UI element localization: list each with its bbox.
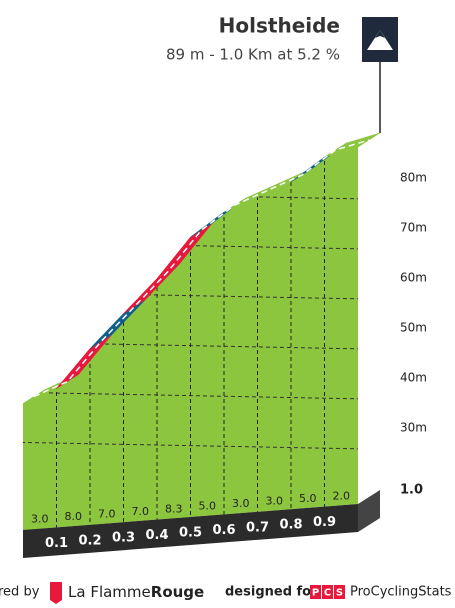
footer-text: ProCyclingStats	[350, 585, 452, 600]
chart-subtitle: 89 m - 1.0 Km at 5.2 %	[166, 46, 340, 64]
brand-part: La Flamme	[68, 583, 151, 601]
x-tick-label: 0.6	[212, 523, 235, 538]
base-side	[358, 490, 380, 532]
pcs-letter: S	[336, 588, 343, 599]
y-tick-label: 60m	[400, 271, 427, 285]
x-tick-label: 0.5	[179, 526, 202, 541]
x-tick-label: 0.2	[78, 533, 101, 548]
gradient-label: 3.0	[232, 497, 250, 510]
grid-line	[23, 391, 358, 401]
brand-icon	[50, 582, 62, 604]
pcs-letter: P	[312, 588, 319, 599]
y-tick-label: 70m	[400, 221, 427, 235]
x-tick-label: 0.9	[313, 515, 336, 530]
y-tick-label: 40m	[400, 371, 427, 385]
pcs-box	[334, 585, 345, 599]
x-tick-label: 1.0	[400, 483, 423, 498]
y-tick-label: 50m	[400, 321, 427, 335]
footer-text: red by	[0, 585, 40, 600]
gradient-label: 2.0	[333, 489, 351, 502]
x-tick-label: 0.7	[246, 520, 269, 535]
y-tick-label: 30m	[400, 421, 427, 435]
gradient-label: 3.0	[31, 513, 49, 526]
gradient-label: 8.0	[65, 510, 83, 523]
gradient-label: 5.0	[199, 500, 217, 513]
grid-line	[23, 441, 358, 451]
x-tick-label: 0.4	[145, 528, 168, 543]
x-tick-label: 0.1	[45, 536, 68, 551]
centre-line	[33, 139, 370, 398]
pcs-box	[322, 585, 333, 599]
gradient-label: 5.0	[299, 492, 317, 505]
pcs-box	[310, 585, 321, 599]
gradient-label: 7.0	[132, 505, 150, 518]
footer-text: designed for	[225, 585, 318, 600]
x-tick-label: 0.8	[279, 518, 302, 533]
gradient-label: 8.3	[165, 502, 183, 515]
gradient-label: 7.0	[98, 508, 116, 521]
chart-title: Holstheide	[219, 14, 340, 38]
gradient-label: 3.0	[266, 495, 284, 508]
x-tick-label: 0.3	[112, 531, 135, 546]
brand-part: Rouge	[151, 583, 204, 601]
y-tick-label: 80m	[400, 171, 427, 185]
summit-marker	[362, 17, 398, 62]
base-strip	[23, 504, 358, 558]
pcs-letter: C	[324, 588, 331, 599]
brand-text: La FlammeRouge	[68, 583, 204, 601]
